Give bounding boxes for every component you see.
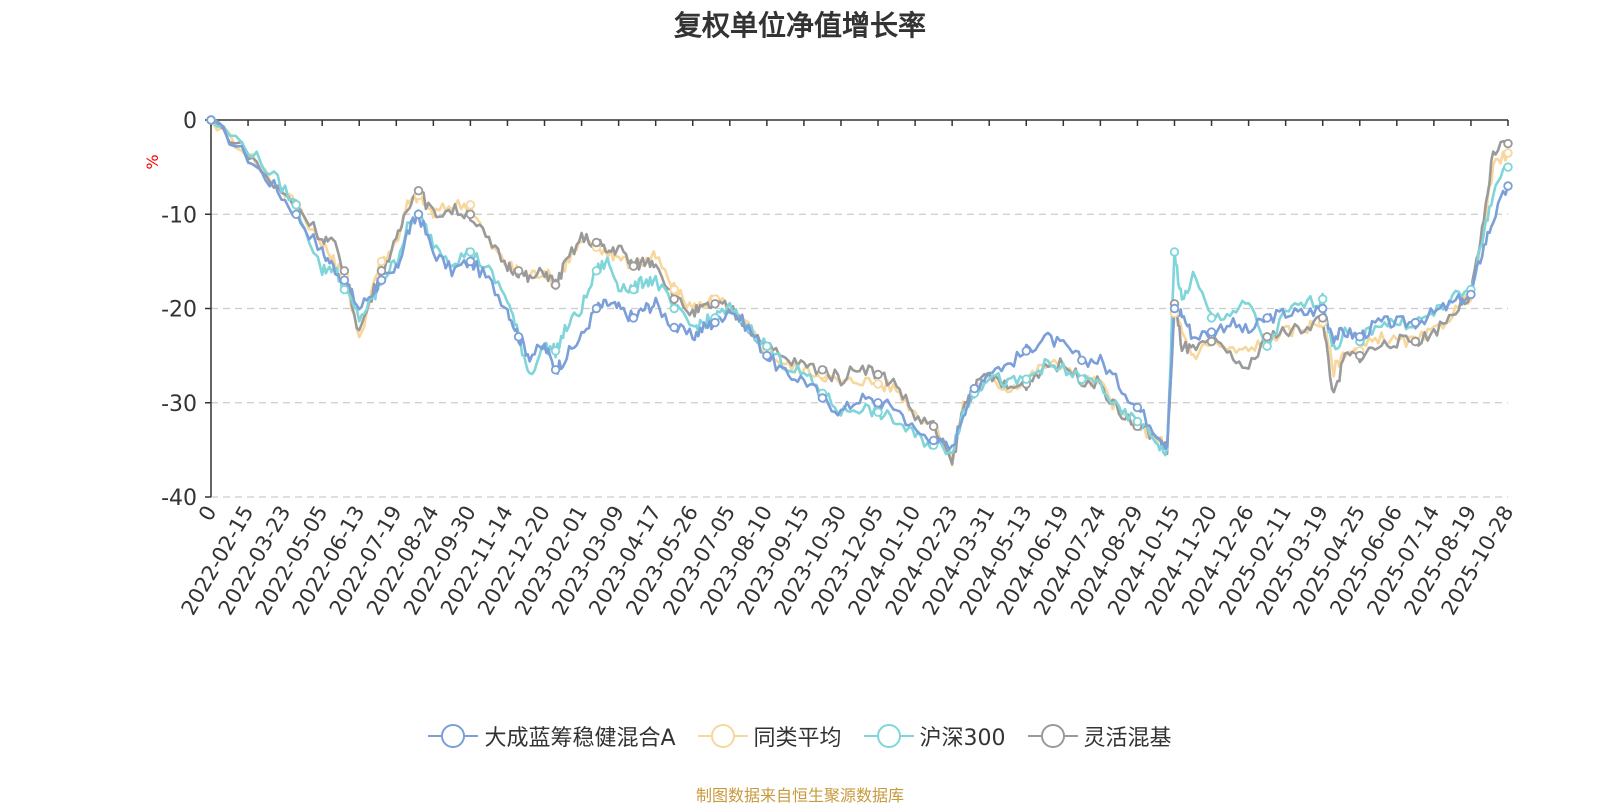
data-point <box>413 209 424 219</box>
data-point <box>873 369 883 380</box>
data-point <box>669 303 679 314</box>
data-point <box>628 313 639 323</box>
series-line <box>210 119 1509 457</box>
legend-label: 大成蓝筹稳健混合A <box>484 726 676 751</box>
y-tick-label: -20 <box>161 298 197 323</box>
data-point <box>928 421 939 431</box>
data-point <box>1077 355 1087 365</box>
legend-item-fund[interactable]: 大成蓝筹稳健混合A <box>428 720 676 752</box>
legend-marker-icon <box>697 724 748 748</box>
data-point <box>513 266 524 276</box>
data-point <box>339 284 350 295</box>
data-point <box>710 299 720 309</box>
data-point <box>339 266 350 276</box>
legend-item-peer-average[interactable]: 同类平均 <box>697 720 842 752</box>
data-point <box>1021 374 1032 384</box>
data-point <box>1262 341 1272 351</box>
data-point <box>465 247 476 257</box>
data-point <box>628 284 639 295</box>
data-point <box>1077 374 1087 384</box>
chart-title: 复权单位净值增长率 <box>673 9 926 42</box>
data-point <box>873 398 883 408</box>
data-point <box>550 346 561 356</box>
data-point <box>669 284 679 295</box>
data-point <box>1206 336 1217 347</box>
data-point <box>591 303 602 314</box>
data-point <box>550 365 561 375</box>
data-point <box>1410 317 1421 328</box>
legend-item-hs300[interactable]: 沪深300 <box>863 720 1006 752</box>
data-point <box>669 322 679 333</box>
legend: 大成蓝筹稳健混合A 同类平均 沪深300 灵活混基 <box>0 720 1600 752</box>
data-point <box>628 261 639 271</box>
data-point <box>465 256 476 267</box>
legend-marker-icon <box>863 724 914 748</box>
data-point <box>1503 181 1513 191</box>
data-point <box>1410 336 1421 347</box>
data-point <box>928 435 939 446</box>
data-point <box>969 383 980 394</box>
data-point <box>1317 313 1328 323</box>
x-tick-label: 0 <box>194 502 221 526</box>
data-point <box>1169 303 1180 314</box>
data-point <box>413 185 424 196</box>
data-point <box>550 280 561 290</box>
data-point <box>376 275 387 285</box>
data-point <box>1466 289 1476 300</box>
data-point <box>291 200 301 210</box>
data-point <box>1317 303 1328 314</box>
data-point <box>1317 294 1328 304</box>
data-point <box>339 275 350 285</box>
data-point <box>1169 247 1180 257</box>
data-point <box>1132 402 1143 413</box>
legend-label: 沪深300 <box>919 726 1006 751</box>
data-point <box>669 294 679 304</box>
data-point <box>1206 313 1217 323</box>
y-tick-label: -30 <box>161 392 197 417</box>
data-point <box>465 209 476 219</box>
legend-item-mixed-fund[interactable]: 灵活混基 <box>1027 720 1172 752</box>
data-point <box>1503 148 1513 158</box>
data-point <box>591 266 602 276</box>
data-point <box>1206 327 1217 337</box>
data-point <box>1355 350 1365 361</box>
y-tick-label: -10 <box>161 203 197 228</box>
data-point <box>1503 162 1513 172</box>
legend-marker-icon <box>428 724 479 748</box>
data-point <box>817 365 828 375</box>
data-point <box>873 379 883 389</box>
series-line <box>210 118 1509 466</box>
data-point <box>762 350 772 361</box>
y-tick-label: -40 <box>161 486 197 511</box>
data-point <box>1503 138 1513 149</box>
data-point <box>1355 332 1365 342</box>
data-point <box>206 115 216 125</box>
y-tick-label: 0 <box>183 109 197 134</box>
source-note: 制图数据来自恒生聚源数据库 <box>695 786 904 805</box>
data-point <box>1262 332 1272 342</box>
legend-label: 灵活混基 <box>1083 726 1172 751</box>
data-point <box>873 407 883 417</box>
data-point <box>291 209 301 219</box>
data-point <box>1132 416 1143 427</box>
data-point <box>1262 313 1272 323</box>
data-point <box>1021 346 1032 356</box>
series-line <box>210 118 1510 451</box>
data-point <box>591 237 602 248</box>
data-point <box>710 317 720 328</box>
data-point <box>762 341 772 351</box>
data-point <box>513 332 524 342</box>
data-point <box>817 393 828 403</box>
data-point <box>376 256 387 267</box>
data-point <box>376 266 387 276</box>
data-point <box>465 200 476 210</box>
y-unit-label: % <box>143 154 162 169</box>
chart-plot: % 0-10-20-30-4002022-02-152022-03-232022… <box>143 109 1518 619</box>
legend-marker-icon <box>1027 724 1078 748</box>
legend-label: 同类平均 <box>753 726 842 751</box>
